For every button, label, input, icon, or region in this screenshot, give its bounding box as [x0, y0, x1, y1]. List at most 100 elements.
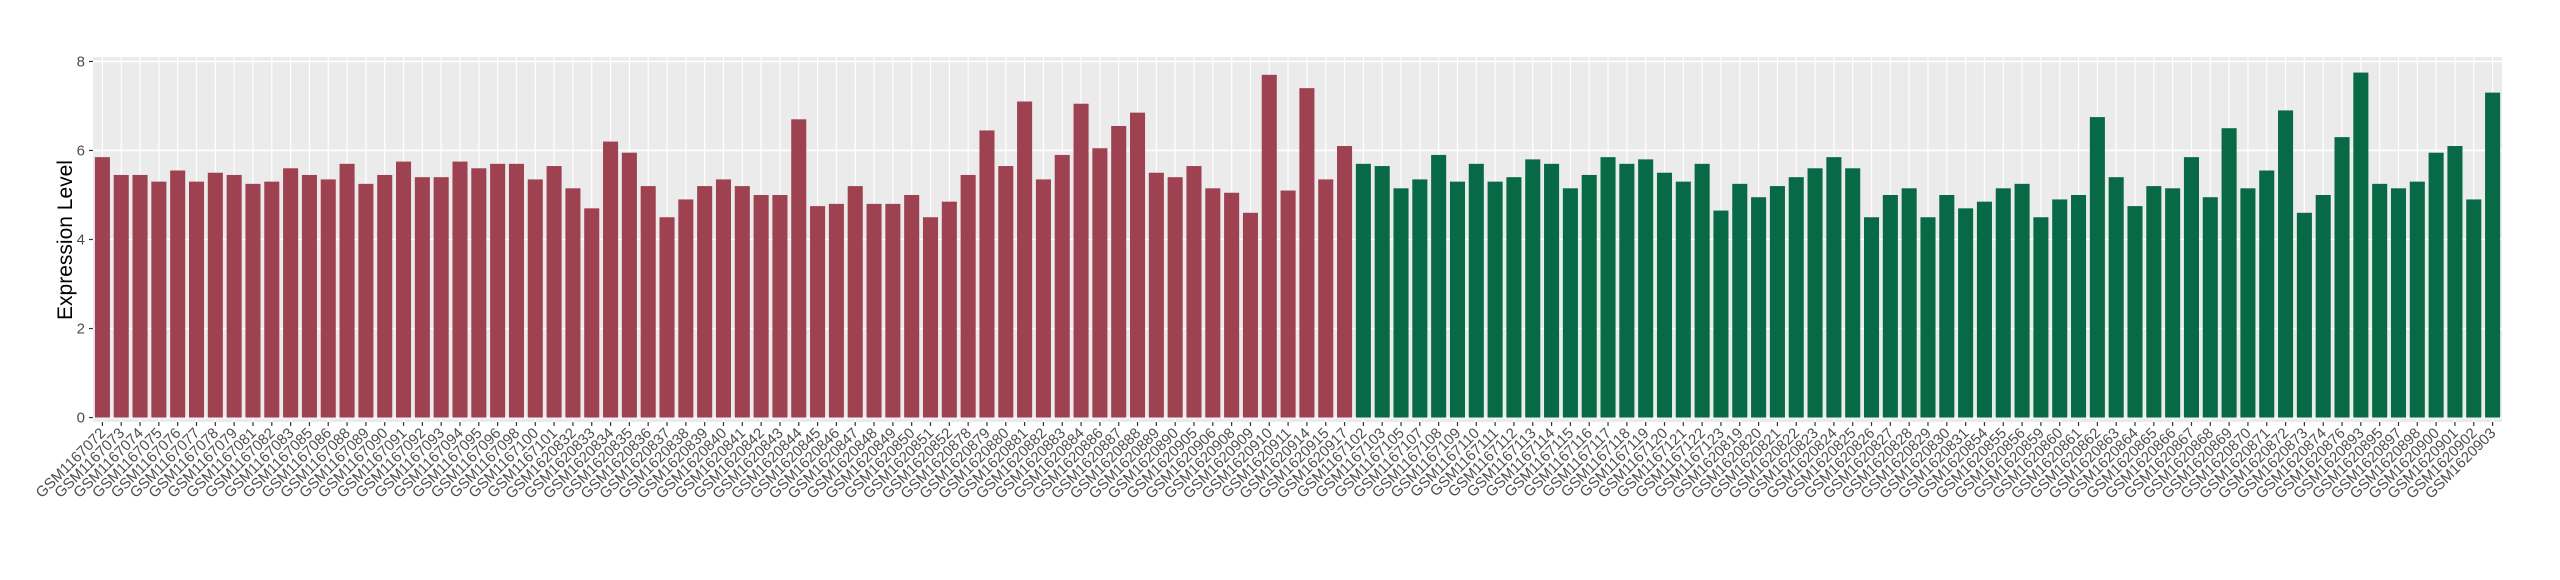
bar [1713, 210, 1729, 418]
bar [1129, 112, 1146, 418]
bar [847, 186, 863, 418]
bar [1826, 157, 1842, 418]
bar [1656, 172, 1673, 418]
bar [2052, 199, 2068, 418]
bar [1205, 188, 1221, 418]
bar [1186, 166, 1202, 418]
bar [1035, 179, 1051, 418]
bar [1807, 168, 1823, 418]
bar [2089, 117, 2105, 418]
bar [1788, 177, 1804, 418]
bar [2183, 157, 2199, 418]
bar [1976, 201, 1992, 418]
bar [1901, 188, 1917, 418]
bar [301, 174, 317, 418]
bar [1581, 174, 1597, 418]
bar [1638, 159, 1654, 418]
bar [414, 177, 430, 418]
bar [1939, 194, 1955, 418]
bar [1280, 190, 1296, 418]
bar [1675, 181, 1691, 418]
bar [2334, 137, 2350, 418]
bar [132, 174, 148, 418]
bar [2296, 212, 2312, 418]
bar [1863, 217, 1880, 418]
bar [1318, 179, 1334, 418]
bar [1995, 188, 2011, 418]
bar [603, 141, 619, 418]
bar [960, 174, 976, 418]
bar [188, 181, 205, 418]
bar [1431, 154, 1447, 418]
bar [2165, 188, 2181, 418]
bar [1092, 148, 1108, 418]
bar [1261, 74, 1277, 418]
bar [2278, 110, 2294, 418]
bar [2108, 177, 2124, 418]
bar [2014, 183, 2030, 418]
bar [1882, 194, 1898, 418]
bar [151, 181, 167, 418]
bar [2409, 181, 2425, 418]
bar [490, 163, 506, 418]
bar [1374, 166, 1390, 418]
bar [320, 179, 336, 418]
bar [885, 203, 901, 418]
bar [471, 168, 487, 418]
bar [1487, 181, 1503, 418]
bar [283, 168, 299, 418]
bar [2447, 146, 2463, 418]
bar [2485, 92, 2501, 418]
bar [94, 157, 110, 418]
bar [1751, 197, 1767, 418]
bar [2315, 194, 2331, 418]
bar [565, 188, 581, 418]
bar [941, 201, 957, 418]
bar [358, 183, 374, 418]
bar [1449, 181, 1466, 418]
bar [715, 179, 732, 418]
bar [1242, 212, 1258, 418]
bar [697, 186, 713, 418]
bar [1600, 157, 1616, 418]
bar [2071, 194, 2087, 418]
y-tick-label: 8 [77, 53, 85, 70]
bar [264, 181, 280, 418]
bar [207, 172, 223, 418]
bar [1393, 188, 1409, 418]
bar [621, 152, 637, 418]
y-tick-label: 0 [77, 410, 85, 427]
bar [508, 163, 524, 418]
bar [1958, 208, 1974, 418]
bar [226, 174, 242, 418]
bar [2390, 188, 2407, 418]
bar [339, 163, 355, 418]
bar [2259, 170, 2275, 418]
bar [772, 194, 788, 418]
bar [1506, 177, 1522, 418]
bar [433, 177, 449, 418]
bar [2033, 217, 2049, 418]
bar [2240, 188, 2256, 418]
bar [584, 208, 600, 418]
bar [998, 166, 1014, 418]
bar [828, 203, 844, 418]
bar [2428, 152, 2444, 418]
bar [866, 203, 882, 418]
bar [1544, 163, 1560, 418]
bar [753, 194, 769, 418]
bar [1920, 217, 1936, 418]
bar [1054, 154, 1070, 418]
bar [2146, 186, 2162, 418]
bar [2221, 128, 2237, 418]
y-tick-label: 4 [77, 232, 85, 249]
bar [640, 186, 656, 418]
bar [2202, 197, 2218, 418]
bar [113, 174, 129, 418]
bar [979, 130, 995, 418]
y-tick-label: 6 [77, 142, 85, 159]
bar [1412, 179, 1428, 418]
bar [1355, 163, 1371, 418]
bar [678, 199, 694, 418]
